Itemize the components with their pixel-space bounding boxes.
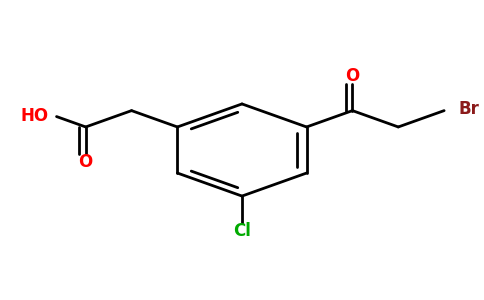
- Text: O: O: [345, 67, 360, 85]
- Text: Cl: Cl: [233, 222, 251, 240]
- Text: HO: HO: [21, 107, 49, 125]
- Text: O: O: [78, 153, 93, 171]
- Text: Br: Br: [459, 100, 480, 118]
